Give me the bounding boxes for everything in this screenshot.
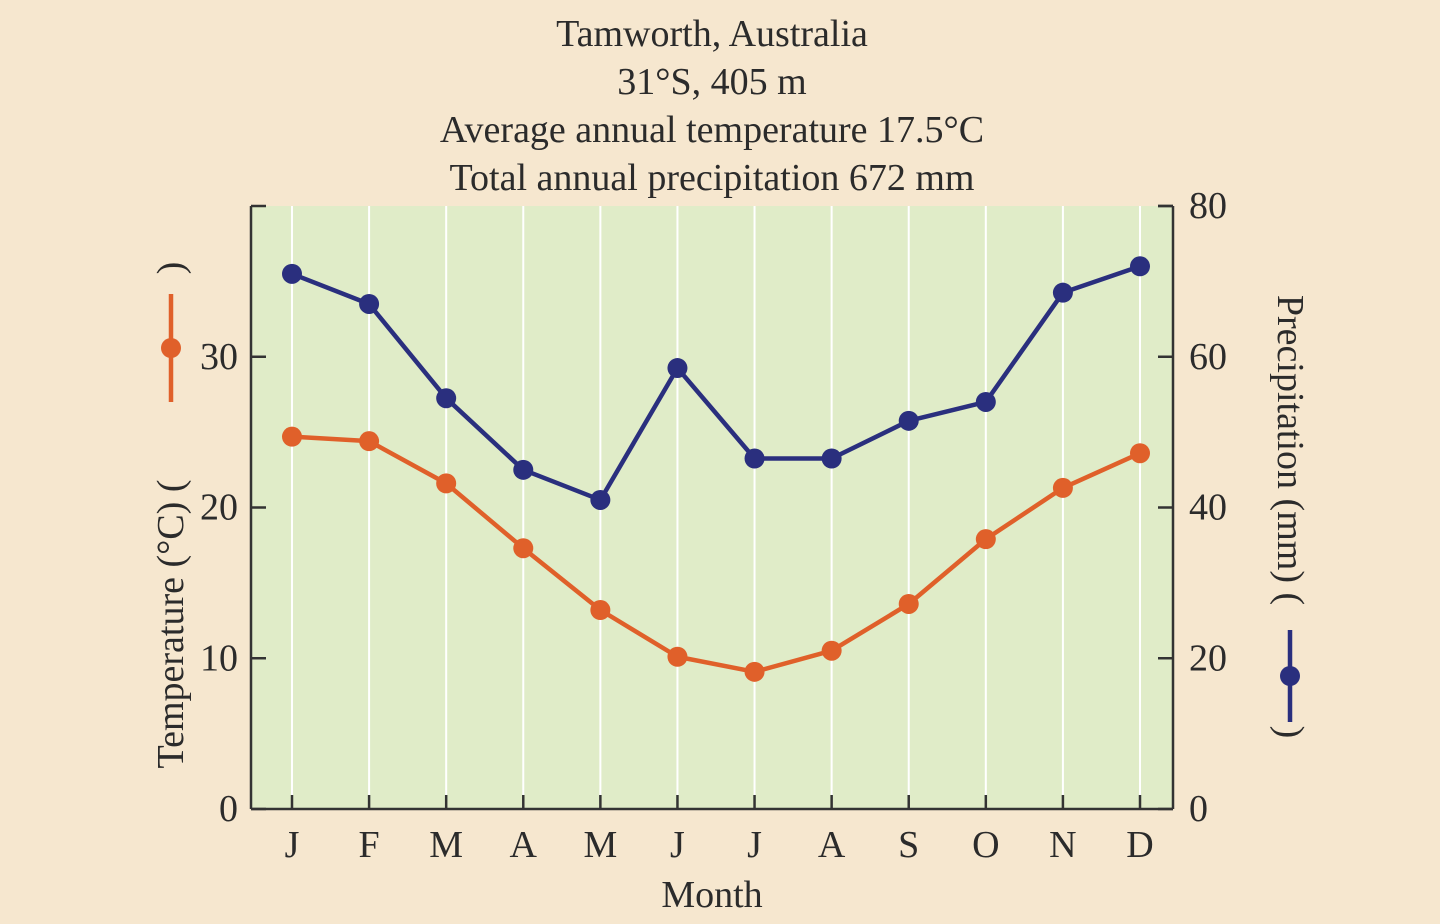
precipitation-point-11 [1052,282,1073,303]
title-line-1: Tamworth, Australia [556,13,868,55]
x-tick-label-11: N [1049,824,1076,866]
x-axis-title: Month [661,874,762,916]
precipitation-point-5 [590,489,611,510]
temperature-point-10 [975,529,996,550]
title-line-4: Total annual precipitation 672 mm [450,157,975,199]
temperature-axis-title: Temperature (°C) ( ) [150,262,192,769]
temperature-legend-close-paren: ) [150,262,192,275]
precipitation-legend-close-paren: ) [1269,726,1311,739]
precipitation-axis: 0 20 40 60 80 [1158,185,1227,830]
x-tick-label-10: O [972,824,999,866]
precipitation-tick-label-20: 20 [1189,637,1227,679]
temperature-tick-label-30: 30 [200,336,238,378]
x-tick-label-5: M [583,824,617,866]
precipitation-point-2 [359,293,380,314]
plot-area [249,204,1175,811]
precipitation-point-3 [436,388,457,409]
temperature-legend-marker [161,338,181,358]
temperature-tick-label-10: 10 [200,637,238,679]
temperature-point-9 [898,593,919,614]
temperature-tick-label-0: 0 [219,788,238,830]
precipitation-point-4 [513,459,534,480]
x-tick-label-1: J [285,824,300,866]
precipitation-point-12 [1130,256,1150,277]
temperature-point-2 [359,431,380,452]
precipitation-point-6 [667,358,688,379]
x-tick-label-7: J [747,824,762,866]
x-tick-label-12: D [1126,824,1153,866]
precipitation-legend-icon [1280,630,1300,722]
precipitation-axis-title: Precipitation (mm) ( ) [1269,295,1311,738]
temperature-line [291,434,1141,675]
x-tick-label-8: A [818,824,846,866]
precipitation-point-9 [898,410,919,431]
precipitation-tick-label-80: 80 [1189,185,1227,227]
temperature-point-1 [282,426,302,447]
temperature-point-7 [744,661,765,682]
temperature-point-8 [821,640,842,661]
temperature-point-11 [1052,477,1073,498]
temperature-point-12 [1130,443,1150,464]
temperature-point-4 [513,538,534,559]
x-tick-label-9: S [898,824,919,866]
precipitation-point-10 [975,391,996,412]
x-tick-label-2: F [359,824,380,866]
precipitation-point-1 [282,263,302,284]
precipitation-legend-marker [1280,666,1300,686]
precipitation-tick-label-40: 40 [1189,487,1227,529]
x-tick-label-4: A [510,824,538,866]
temperature-legend-icon [161,294,181,402]
temperature-axis-label: Temperature (°C) ( [150,480,192,769]
plot-background [251,206,1173,809]
chart-title: Tamworth, Australia 31°S, 405 m Average … [440,13,984,199]
precipitation-point-7 [744,448,765,469]
precipitation-tick-label-0: 0 [1189,788,1208,830]
temperature-point-3 [436,473,457,494]
title-line-3: Average annual temperature 17.5°C [440,109,984,151]
series-layer [282,256,1150,682]
temperature-axis: 0 10 20 30 [200,336,266,830]
temperature-tick-label-20: 20 [200,487,238,529]
temperature-point-6 [667,646,688,667]
temperature-point-5 [590,600,611,621]
precipitation-point-8 [821,448,842,469]
precipitation-tick-label-60: 60 [1189,336,1227,378]
title-line-2: 31°S, 405 m [617,61,806,103]
x-tick-label-3: M [429,824,463,866]
precipitation-axis-label: Precipitation (mm) ( [1269,295,1311,605]
x-tick-label-6: J [670,824,685,866]
precipitation-line [291,264,1141,503]
